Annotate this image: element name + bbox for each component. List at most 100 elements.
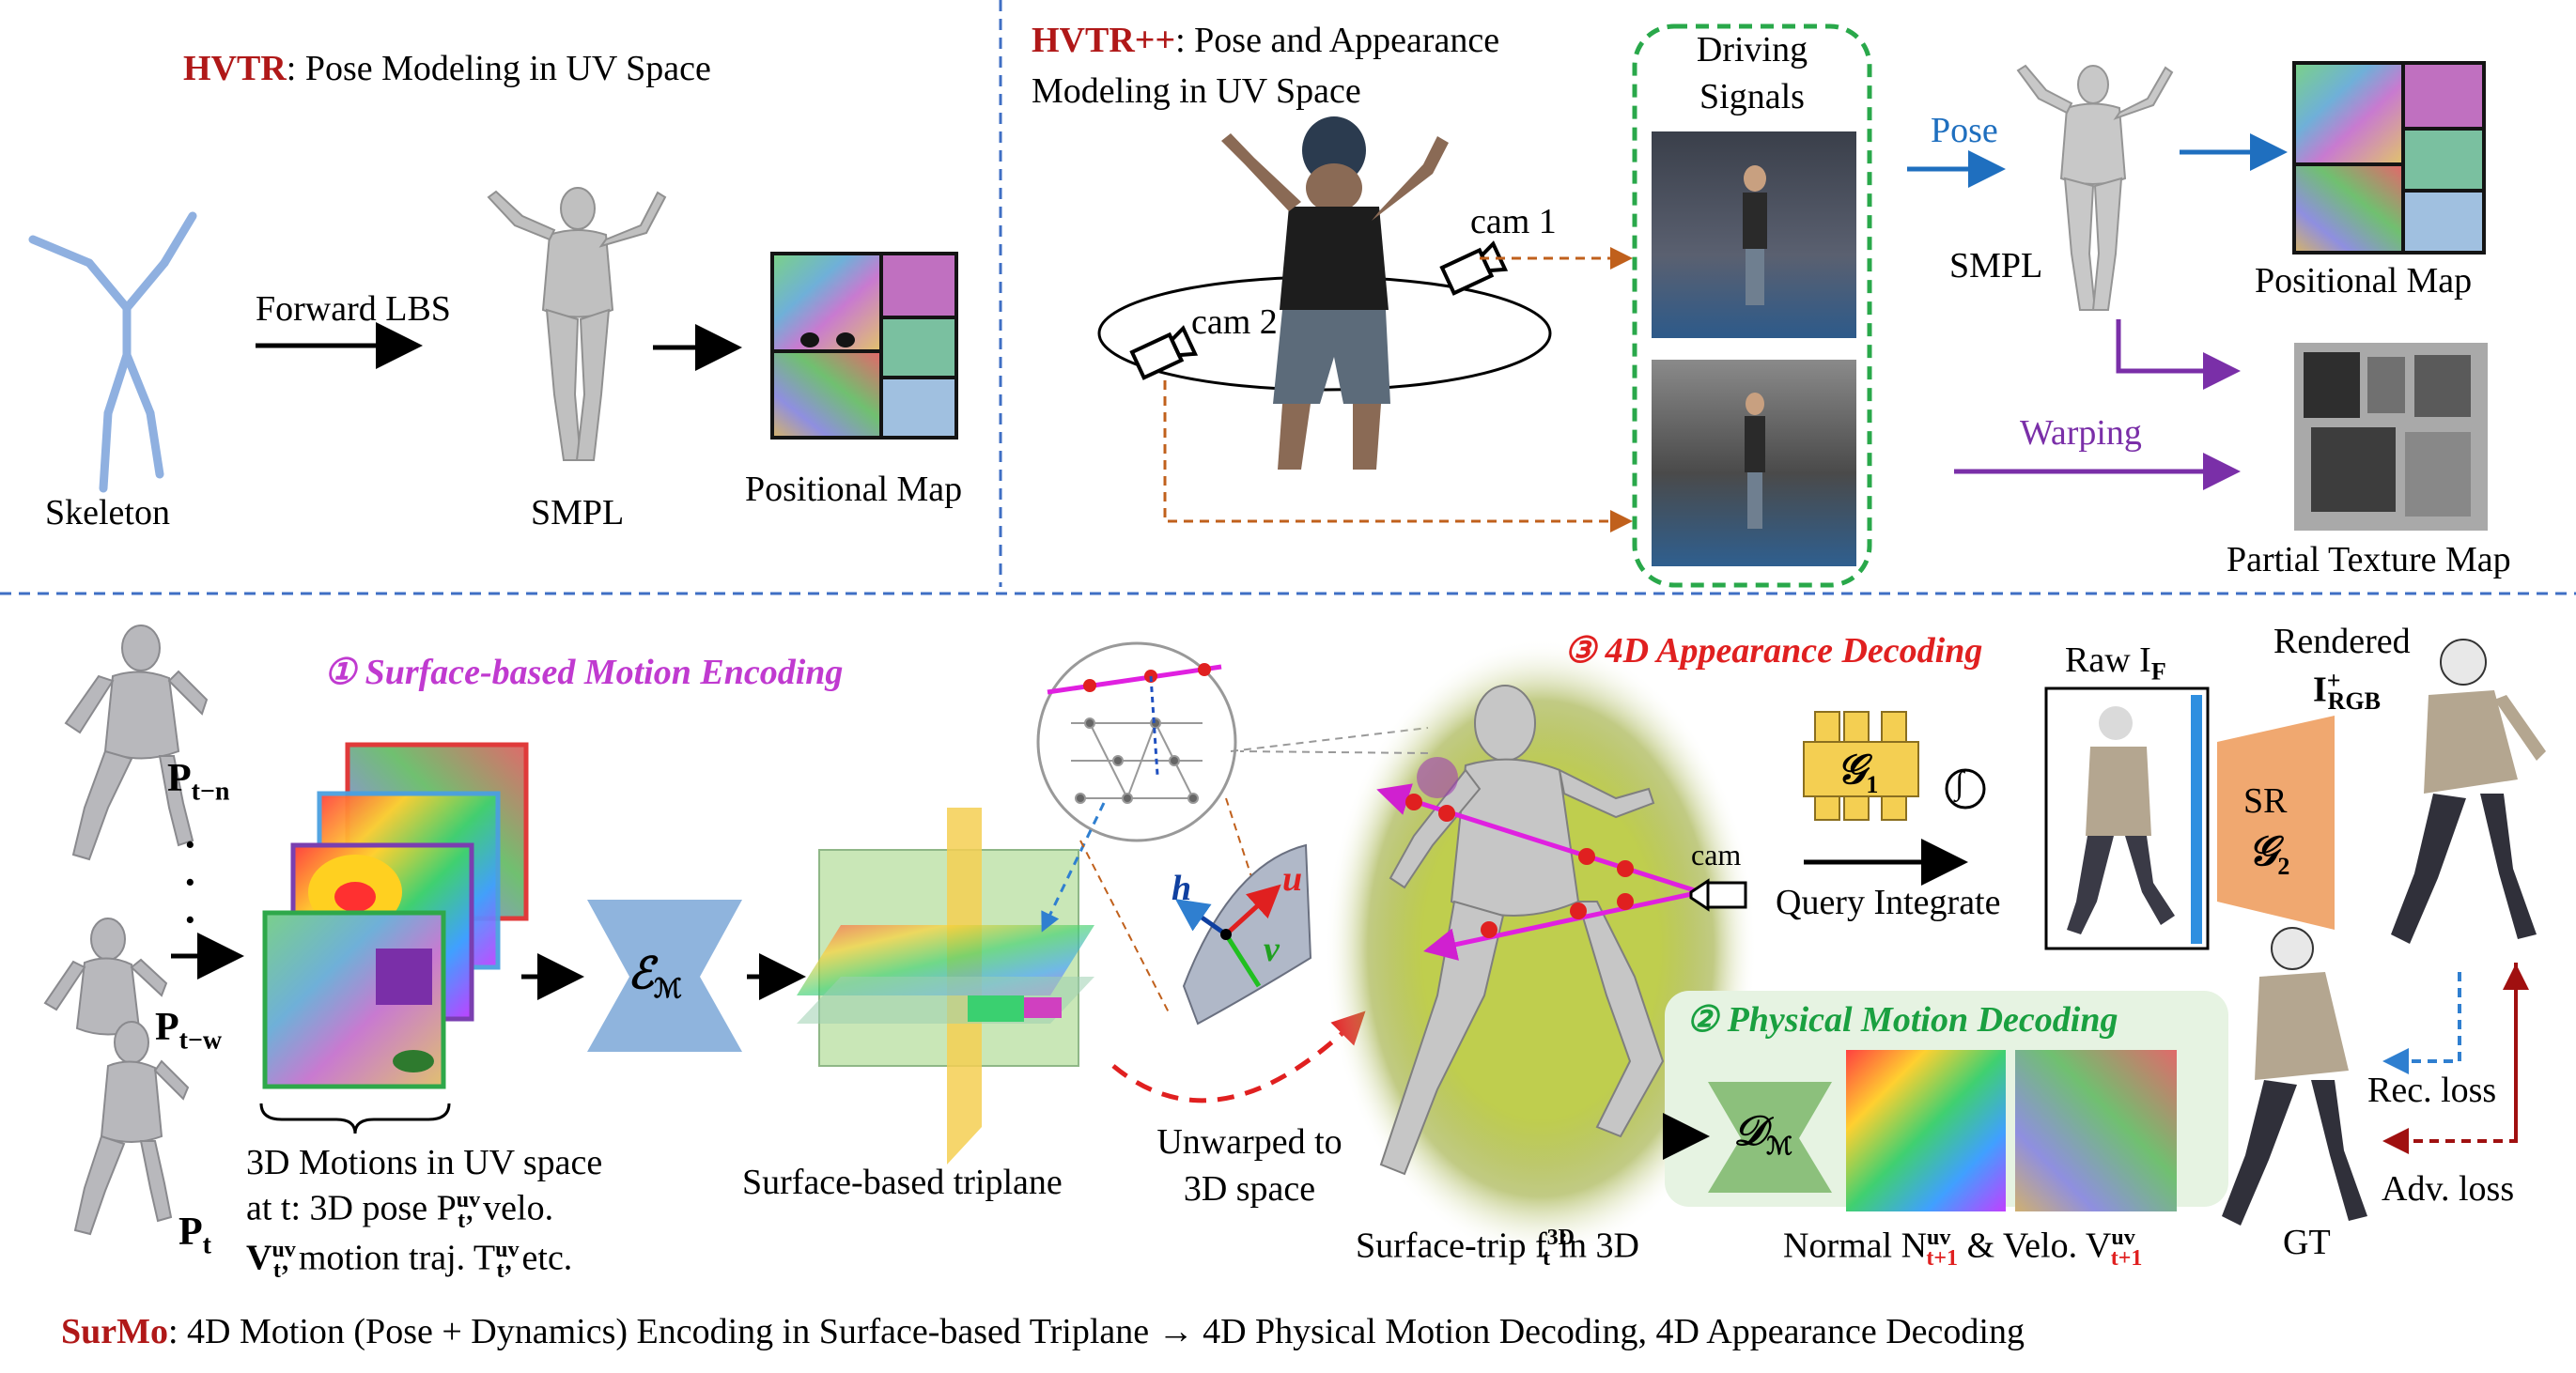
query-integrate-label: Query Integrate bbox=[1776, 883, 2001, 922]
gt-label: GT bbox=[2283, 1223, 2331, 1262]
velocity-map bbox=[2015, 1050, 2177, 1211]
forward-lbs-label: Forward LBS bbox=[256, 289, 451, 329]
encoder-sub: ℳ bbox=[653, 975, 682, 1005]
p-tw-main: P bbox=[155, 1006, 179, 1049]
p-tw-sub: t−w bbox=[178, 1026, 223, 1056]
rendered-text: I bbox=[2313, 670, 2327, 710]
integral-label: ∫ bbox=[1955, 766, 1964, 801]
caption: SurMo: 4D Motion (Pose + Dynamics) Encod… bbox=[61, 1312, 2025, 1353]
zoom-ray bbox=[1047, 664, 1222, 695]
unwarped-label-2: 3D space bbox=[1183, 1169, 1316, 1209]
g1-sub: 1 bbox=[1866, 770, 1879, 798]
motions-line-3-v: V bbox=[246, 1238, 272, 1278]
smpl-label-left: SMPL bbox=[531, 493, 625, 532]
hvtrpp-title-rest: : Pose and Appearance bbox=[1175, 21, 1500, 60]
smpl-to-texture-arrow bbox=[2116, 319, 2241, 390]
hvtrpp-title-line2: Modeling in UV Space bbox=[1032, 71, 1361, 111]
partial-texture-label: Partial Texture Map bbox=[2227, 540, 2511, 579]
adv-loss-arrow bbox=[2382, 963, 2518, 1154]
cam-icon-bottom bbox=[1689, 878, 1747, 912]
g2-sub: 2 bbox=[2277, 852, 2290, 880]
decoder-sub: ℳ bbox=[1766, 1132, 1792, 1160]
pose-label: Pose bbox=[1931, 111, 1998, 150]
motions-line-3-v-sub: t bbox=[272, 1258, 281, 1284]
dot-2: · bbox=[183, 859, 197, 905]
encoder-main: ℰ bbox=[628, 948, 654, 998]
velo-text: & Velo. V bbox=[1958, 1226, 2112, 1266]
raw-text: Raw I bbox=[2065, 640, 2151, 680]
sr-label: SR bbox=[2243, 781, 2288, 821]
rendered-label-2: I+RGB bbox=[2313, 667, 2381, 716]
hvtr-title-rest: : Pose Modeling in UV Space bbox=[286, 49, 711, 88]
cam1-label: cam 1 bbox=[1470, 202, 1557, 241]
cam-label-bottom: cam bbox=[1691, 838, 1742, 872]
pose-label-tw: Pt−w bbox=[155, 1005, 222, 1057]
motions-brace bbox=[259, 1103, 451, 1134]
rec-loss-arrow bbox=[2382, 972, 2461, 1074]
motions-line-3-mid: , motion traj. T bbox=[280, 1238, 496, 1278]
motions-line-2-text: at t: 3D pose P bbox=[246, 1188, 457, 1228]
mesh-detail bbox=[1071, 717, 1203, 804]
p-tn-sub: t−n bbox=[191, 777, 230, 807]
generator-2-label: 𝒢2 bbox=[2248, 827, 2290, 881]
camera-1-icon bbox=[1439, 240, 1509, 296]
driving-label-2: Signals bbox=[1699, 77, 1805, 116]
g2-main: 𝒢 bbox=[2248, 827, 2278, 875]
hvtr-name: HVTR bbox=[183, 49, 287, 88]
hvtrpp-name: HVTR++ bbox=[1032, 21, 1176, 60]
sr-shape bbox=[2217, 716, 2335, 930]
motions-line-2-sup: uv bbox=[456, 1188, 481, 1212]
skeleton-figure bbox=[28, 211, 197, 493]
encoder-label: ℰℳ bbox=[628, 949, 682, 1005]
motions-line-2-sub: t bbox=[458, 1209, 466, 1234]
normal-sub: t+1 bbox=[1926, 1246, 1959, 1272]
normal-sup: uv bbox=[1927, 1226, 1951, 1250]
generator-1-box bbox=[1803, 741, 1919, 797]
raw-sub: F bbox=[2150, 657, 2166, 686]
velo-sup: uv bbox=[2111, 1226, 2135, 1250]
g1-main: 𝒢 bbox=[1837, 746, 1867, 794]
caption-name: SurMo bbox=[61, 1312, 168, 1351]
cam2-label: cam 2 bbox=[1191, 302, 1278, 342]
gt-person bbox=[2222, 927, 2367, 1226]
pose-label-t: Pt bbox=[178, 1210, 211, 1261]
cam2-arrow bbox=[1163, 380, 1633, 532]
ray-upper bbox=[1376, 783, 1701, 895]
p-t-sub: t bbox=[202, 1230, 211, 1260]
smpl-figure-left bbox=[487, 187, 667, 461]
rendered-label-1: Rendered bbox=[2273, 622, 2411, 661]
integral-circle bbox=[1945, 768, 1986, 810]
zoom-circle bbox=[1036, 641, 1237, 842]
u-vector-label: u bbox=[1282, 859, 1303, 899]
smpl-label-right: SMPL bbox=[1949, 246, 2043, 285]
dot-3: · bbox=[183, 897, 197, 943]
v-vector-label: v bbox=[1264, 930, 1280, 969]
normal-text: Normal N bbox=[1783, 1226, 1928, 1266]
p-t-main: P bbox=[178, 1211, 203, 1254]
surface-trip-sub: t bbox=[1542, 1246, 1550, 1272]
ray-sample-points bbox=[1405, 794, 1634, 938]
surface-trip-text: Surface-trip f bbox=[1356, 1226, 1547, 1266]
positional-map-label-right: Positional Map bbox=[2255, 261, 2473, 301]
decoder-label: 𝒟ℳ bbox=[1733, 1107, 1792, 1161]
motion-decoder-shape bbox=[1708, 1082, 1832, 1193]
pose-figure-t bbox=[73, 1021, 190, 1236]
surface-trip-sup: 3D bbox=[1546, 1226, 1575, 1250]
motions-line-3-t-sup: uv bbox=[495, 1238, 520, 1262]
velo-sub: t+1 bbox=[2110, 1246, 2143, 1272]
pose-figure-tw bbox=[43, 918, 168, 1036]
motions-line-3-t-sub: t bbox=[496, 1258, 504, 1284]
positional-map-left bbox=[770, 252, 958, 440]
motion-encoder-shape bbox=[587, 900, 742, 1052]
driving-signals-box bbox=[1632, 23, 1872, 588]
surface-trip-label: Surface-trip f3Dt in 3D bbox=[1356, 1226, 1639, 1273]
camera-2-icon bbox=[1129, 325, 1199, 380]
motions-line-3-v-sup: uv bbox=[272, 1238, 296, 1262]
zoom-to-triplane-arrow bbox=[1041, 802, 1106, 933]
h-vector-label: h bbox=[1172, 869, 1192, 908]
motions-line-1: 3D Motions in UV space bbox=[246, 1143, 603, 1182]
dot-1: · bbox=[183, 822, 197, 868]
hvtrpp-title-line1: HVTR++: Pose and Appearance bbox=[1032, 21, 1499, 62]
skeleton-label: Skeleton bbox=[45, 493, 170, 532]
